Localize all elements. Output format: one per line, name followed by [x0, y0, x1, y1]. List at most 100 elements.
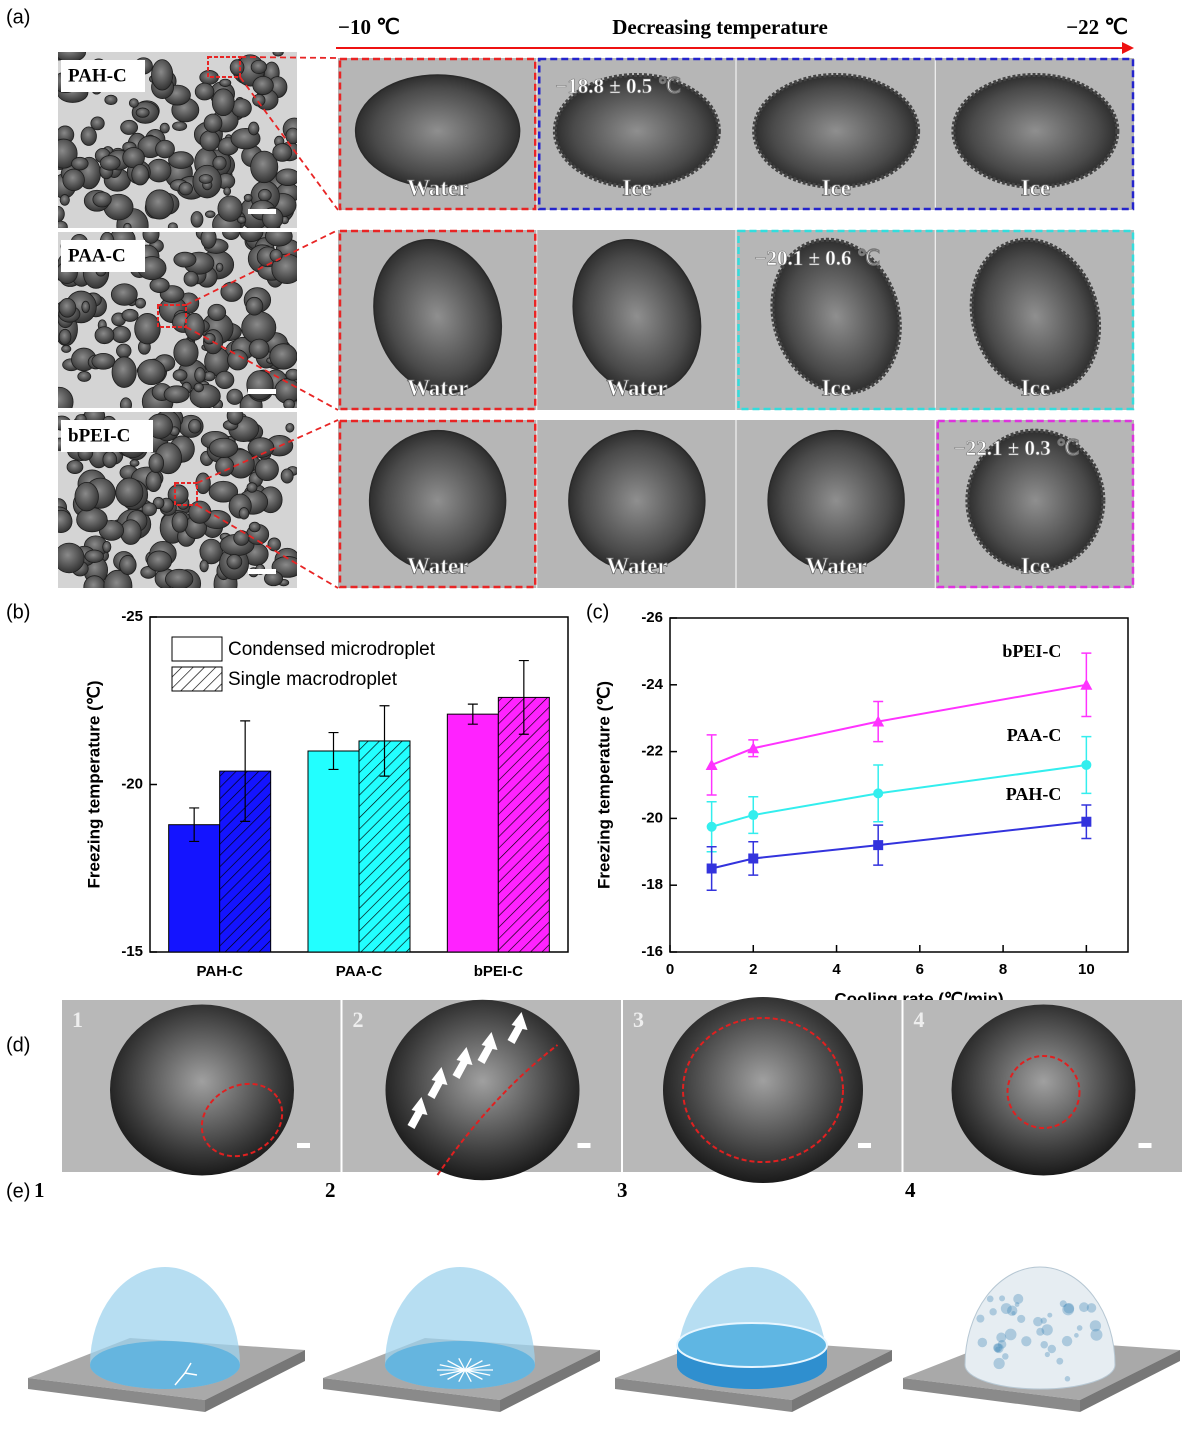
droplet: [663, 997, 863, 1183]
ice-texture: [1074, 1333, 1079, 1338]
micro-droplet: [200, 560, 208, 572]
micro-droplet: [116, 478, 143, 507]
panel-label: (c): [586, 601, 609, 623]
micro-droplet: [268, 538, 281, 551]
marker: [1081, 760, 1091, 770]
state-label: Ice: [821, 375, 850, 400]
micro-droplet: [147, 551, 171, 572]
droplet: [768, 431, 904, 571]
micro-droplet: [50, 510, 72, 532]
micro-droplet: [247, 483, 257, 493]
x-tick-label: 6: [916, 961, 924, 978]
arrow-head: [1122, 42, 1134, 54]
micro-droplet: [174, 252, 196, 267]
micro-droplet: [270, 344, 297, 370]
x-tick-label: PAH-C: [196, 963, 243, 980]
y-tick-label: -20: [121, 775, 143, 792]
marker: [873, 788, 883, 798]
ice-texture: [989, 1308, 996, 1315]
step-number: 2: [325, 1178, 336, 1202]
series-label: bPEI-C: [1002, 641, 1061, 661]
micro-droplet: [168, 223, 177, 231]
dome-base: [385, 1341, 535, 1389]
state-label: Ice: [1021, 375, 1050, 400]
micro-droplet: [52, 206, 65, 221]
micro-droplet: [184, 271, 198, 286]
ice-texture: [1056, 1358, 1063, 1365]
step-number: 4: [905, 1178, 916, 1202]
droplet: [569, 431, 705, 571]
micro-droplet: [77, 508, 108, 532]
state-label: Water: [805, 553, 866, 578]
marker: [707, 822, 717, 832]
micro-droplet: [78, 371, 91, 381]
micro-droplet: [146, 471, 161, 491]
micro-droplet: [234, 531, 249, 546]
micro-droplet: [249, 522, 260, 532]
micro-droplet: [172, 122, 186, 131]
header: Decreasing temperature: [612, 15, 828, 39]
state-label: Ice: [622, 175, 651, 200]
state-label: Ice: [1021, 553, 1050, 578]
micro-droplet: [54, 543, 84, 573]
ice-texture: [1013, 1294, 1023, 1304]
marker: [1080, 679, 1092, 690]
micro-droplet: [130, 460, 139, 467]
y-tick-label: -20: [641, 809, 663, 826]
ice-texture: [1079, 1302, 1089, 1312]
ice-texture: [1041, 1317, 1047, 1323]
micro-droplet: [59, 329, 71, 344]
micro-droplet: [112, 357, 136, 388]
micro-droplet: [273, 144, 292, 162]
micro-droplet: [195, 83, 214, 100]
micro-droplet: [165, 569, 193, 589]
micro-droplet: [152, 60, 173, 90]
micro-droplet: [216, 263, 223, 272]
ice-texture: [1045, 1352, 1050, 1357]
state-label: Water: [407, 175, 468, 200]
ice-texture: [1015, 1302, 1020, 1307]
start-temp: −10 ℃: [338, 15, 400, 39]
micro-droplet: [232, 99, 252, 118]
scale-bar: [248, 569, 276, 574]
series-line: [712, 822, 1087, 869]
page: (a)(b)(c)(d)(e)−10 ℃Decreasing temperatu…: [0, 0, 1184, 1439]
y-tick-label: -25: [121, 608, 143, 625]
state-label: Ice: [821, 175, 850, 200]
ice-top: [677, 1323, 827, 1367]
legend-label: Single macrodroplet: [228, 669, 398, 690]
x-tick-label: 4: [832, 961, 841, 978]
micro-droplet: [136, 108, 149, 117]
ice-texture: [1062, 1304, 1074, 1316]
droplet: [370, 431, 506, 571]
legend-swatch: [172, 667, 222, 691]
droplet: [386, 1000, 580, 1180]
micro-droplet: [120, 398, 131, 412]
state-label: Water: [606, 553, 667, 578]
scale-bar: [297, 1143, 310, 1148]
legend-swatch: [172, 637, 222, 661]
bar: [447, 714, 498, 952]
droplet: [953, 75, 1117, 187]
micro-droplet: [59, 298, 76, 317]
micro-droplet: [179, 182, 193, 195]
micro-droplet: [111, 284, 137, 306]
micro-droplet: [281, 469, 293, 483]
micro-droplet: [95, 327, 114, 344]
droplet: [110, 1004, 294, 1175]
series-label: PAA-C: [1007, 725, 1062, 745]
micro-droplet: [255, 458, 278, 481]
micro-droplet: [135, 298, 145, 308]
micro-droplet: [55, 43, 85, 62]
ice-texture: [1005, 1329, 1017, 1341]
micro-droplet: [284, 399, 295, 409]
state-label: Water: [606, 375, 667, 400]
micro-droplet: [265, 226, 292, 246]
freezing-temp: −22.1 ± 0.3 ℃: [954, 436, 1080, 460]
micro-droplet: [92, 353, 115, 369]
scale-bar: [1139, 1143, 1152, 1148]
state-label: Water: [407, 375, 468, 400]
ice-texture: [987, 1296, 994, 1303]
micro-droplet: [122, 309, 138, 321]
micro-droplet: [100, 156, 120, 171]
